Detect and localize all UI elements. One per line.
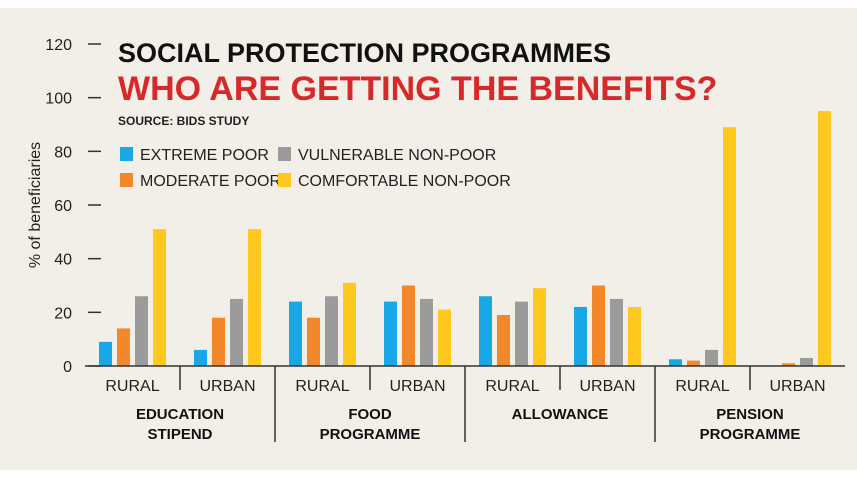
x-category-label: RURAL [675,378,729,395]
bar-comfortable-non-poor [723,127,736,366]
group-label: PENSION [716,406,784,423]
bar-comfortable-non-poor [533,288,546,366]
group-label: FOOD [348,406,391,423]
bar-comfortable-non-poor [343,282,356,366]
bar-extreme-poor [574,306,587,366]
bar-vulnerable-non-poor [325,296,338,366]
bar-extreme-poor [384,301,397,366]
bar-moderate-poor [117,328,130,366]
legend-label: EXTREME POOR [140,147,269,164]
bar-moderate-poor [212,317,225,366]
bar-moderate-poor [307,317,320,366]
y-axis-label: % of beneficiaries [27,142,44,268]
chart-subtitle: WHO ARE GETTING THE BENEFITS? [118,70,717,108]
y-tick-label: 20 [54,305,72,322]
x-axis: RURAL URBAN RURAL URBAN RURAL URBAN RURAL URBAN… [85,365,845,443]
x-category-label: URBAN [199,378,255,395]
bar-vulnerable-non-poor [135,296,148,366]
bars [99,111,831,366]
y-tick-label: 0 [63,359,72,376]
legend-swatch [278,173,291,187]
y-tick-label: 80 [54,144,72,161]
x-category-label: RURAL [105,378,159,395]
bar-extreme-poor [99,341,112,366]
legend-swatch [120,173,133,187]
chart-source: SOURCE: BIDS STUDY [118,114,249,128]
group-label: STIPEND [147,426,212,443]
y-tick-label: 120 [45,37,72,54]
bar-extreme-poor [479,296,492,366]
y-axis: 0 20 40 60 80 100 120 [45,37,101,376]
bar-extreme-poor [289,301,302,366]
y-tick-label: 100 [45,91,72,108]
legend-label: COMFORTABLE NON-POOR [298,173,511,190]
group-label: ALLOWANCE [512,406,609,423]
bar-moderate-poor [687,360,700,366]
x-category-label: URBAN [389,378,445,395]
bar-vulnerable-non-poor [610,298,623,366]
legend-label: VULNERABLE NON-POOR [298,147,496,164]
x-category-label: RURAL [485,378,539,395]
x-category-label: URBAN [769,378,825,395]
group-label: PROGRAMME [700,426,801,443]
group-label: PROGRAMME [320,426,421,443]
bar-moderate-poor [782,363,795,366]
legend-swatch [278,147,291,161]
bar-moderate-poor [497,315,510,366]
bar-moderate-poor [402,285,415,366]
bar-extreme-poor [194,349,207,366]
bar-vulnerable-non-poor [420,298,433,366]
bar-comfortable-non-poor [248,229,261,366]
bar-moderate-poor [592,285,605,366]
legend-swatch [120,147,133,161]
bar-extreme-poor [669,359,682,366]
y-tick-label: 40 [54,252,72,269]
bar-vulnerable-non-poor [705,349,718,366]
bar-comfortable-non-poor [818,111,831,366]
bar-comfortable-non-poor [628,306,641,366]
x-category-label: URBAN [579,378,635,395]
chart-background [0,8,857,470]
x-category-label: RURAL [295,378,349,395]
bar-vulnerable-non-poor [800,357,813,366]
legend: EXTREME POOR MODERATE POOR VULNERABLE NON-… [120,147,511,190]
bar-comfortable-non-poor [438,309,451,366]
bar-comfortable-non-poor [153,229,166,366]
chart-title: SOCIAL PROTECTION PROGRAMMES [118,38,611,68]
group-label: EDUCATION [136,406,224,423]
bar-vulnerable-non-poor [230,298,243,366]
legend-label: MODERATE POOR [140,173,281,190]
bar-vulnerable-non-poor [515,301,528,366]
y-tick-label: 60 [54,198,72,215]
